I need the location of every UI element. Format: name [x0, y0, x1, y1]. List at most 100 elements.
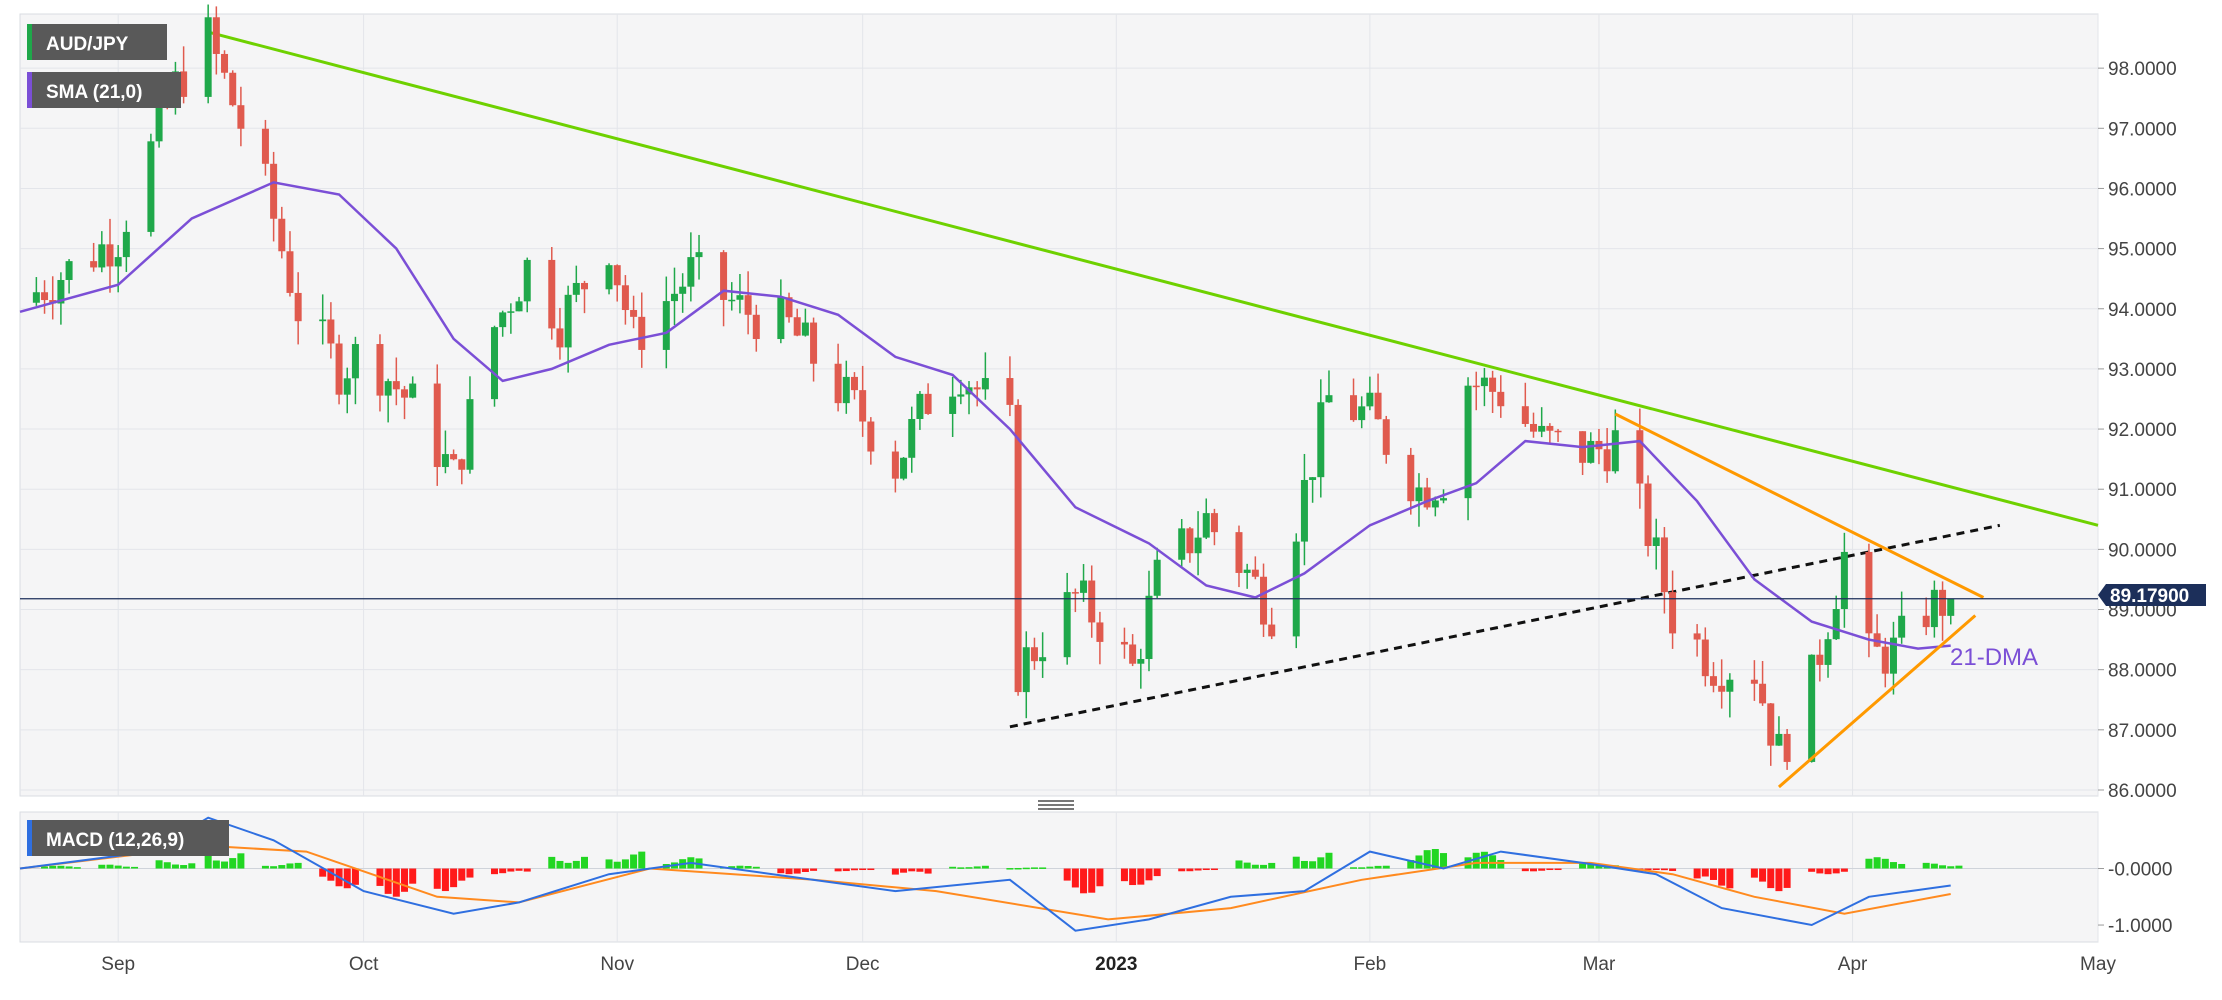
candle-body: [1472, 385, 1480, 388]
candle-body: [1889, 637, 1897, 674]
macd-bar: [1186, 868, 1194, 872]
macd-bar: [1251, 864, 1259, 869]
price-panel: [19, 13, 2099, 797]
y-tick-label: 97.0000: [2108, 119, 2177, 140]
time-axis: Sep Oct Nov Dec 2023 Feb Mar Apr May: [101, 954, 2116, 975]
macd-bar: [1824, 868, 1832, 875]
candle-body: [1660, 537, 1668, 593]
macd-bar: [1039, 867, 1047, 869]
candle-body: [1194, 537, 1202, 554]
macd-axis: -0.0000 -1.0000: [2098, 860, 2172, 937]
macd-bar: [515, 868, 523, 871]
macd-bar: [1382, 865, 1390, 869]
macd-bar: [1145, 868, 1153, 881]
macd-legend[interactable]: MACD (12,26,9): [27, 820, 229, 856]
candle-body: [286, 251, 294, 293]
candle-body: [777, 297, 785, 340]
candle-body: [1840, 551, 1848, 610]
macd-bar: [261, 865, 269, 869]
candle-body: [523, 259, 531, 302]
trendline-triangle-upper: [1614, 412, 1985, 599]
candle-body: [1783, 733, 1791, 762]
macd-bar: [908, 868, 916, 872]
macd-bar: [1235, 860, 1243, 869]
candle-body: [1497, 391, 1505, 407]
macd-bar: [1922, 862, 1930, 869]
macd-bar: [1718, 868, 1726, 886]
macd-bar: [237, 853, 245, 869]
grid: [20, 14, 2099, 942]
macd-bar: [409, 868, 417, 884]
symbol-label: AUD/JPY: [46, 34, 129, 55]
x-tick-label: May: [2080, 954, 2116, 975]
candle-body: [1775, 733, 1783, 746]
candle-body: [1865, 551, 1873, 634]
candle-body: [270, 163, 278, 219]
candle-body: [949, 396, 957, 414]
macd-bar: [548, 856, 556, 869]
macd-bar: [1709, 868, 1717, 880]
macd-bar: [1268, 862, 1276, 869]
macd-bar: [180, 865, 188, 869]
macd-bar: [891, 868, 899, 875]
macd-bar: [957, 867, 965, 869]
candle-body: [1709, 676, 1717, 686]
candle-body: [1178, 528, 1186, 560]
trendlines: [207, 30, 2099, 729]
symbol-legend[interactable]: AUD/JPY: [27, 24, 167, 60]
candle-body: [351, 344, 359, 379]
candle-body: [221, 53, 229, 73]
candle-body: [1440, 498, 1448, 501]
macd-bar: [916, 868, 924, 872]
macd-bar: [621, 859, 629, 869]
candle-body: [1726, 679, 1734, 692]
macd-bar: [793, 868, 801, 874]
macd-bar: [433, 868, 441, 889]
macd-bar: [98, 864, 106, 869]
candle-body: [507, 311, 515, 313]
candle-body: [1366, 392, 1374, 407]
candle-body: [580, 282, 588, 290]
candle-body: [335, 343, 343, 395]
candle-body: [605, 265, 613, 290]
candle-body: [1129, 644, 1137, 664]
panel-resize-handle[interactable]: [1038, 800, 1074, 810]
macd-bar: [523, 868, 531, 872]
candle-body: [810, 322, 818, 364]
candle-body: [1554, 430, 1562, 433]
candle-body: [842, 376, 850, 404]
y-tick-label: 86.0000: [2108, 781, 2177, 802]
candle-body: [1636, 430, 1644, 484]
candle-body: [630, 310, 638, 317]
candle-body: [1759, 683, 1767, 704]
x-tick-label: Oct: [349, 954, 379, 975]
candle-body: [1260, 576, 1268, 625]
macd-bar: [1080, 868, 1088, 894]
candle-body: [548, 259, 556, 329]
macd-bar: [1546, 868, 1554, 871]
candle-body: [924, 393, 932, 414]
macd-bar: [1497, 860, 1505, 869]
macd-bar: [1407, 860, 1415, 869]
macd-bar: [1440, 853, 1448, 869]
candle-body: [237, 105, 245, 129]
candle-body: [916, 393, 924, 419]
sma-legend[interactable]: SMA (21,0): [27, 72, 181, 108]
macd-bar: [1701, 868, 1709, 877]
y-tick-label: 96.0000: [2108, 179, 2177, 200]
candle-body: [1153, 559, 1161, 596]
macd-bar: [65, 866, 73, 869]
macd-bar: [1292, 856, 1300, 869]
candle-body: [1480, 377, 1488, 387]
candle-body: [1145, 595, 1153, 660]
macd-bar: [319, 868, 327, 877]
macd-bar: [1881, 858, 1889, 869]
candle-body: [1693, 633, 1701, 640]
macd-bar: [1366, 866, 1374, 869]
candle-body: [1808, 654, 1816, 762]
macd-bar: [1538, 868, 1546, 871]
x-tick-label: Mar: [1583, 954, 1616, 975]
macd-bar: [744, 865, 752, 869]
candle-body: [1750, 679, 1758, 684]
macd-bar: [1006, 868, 1014, 870]
